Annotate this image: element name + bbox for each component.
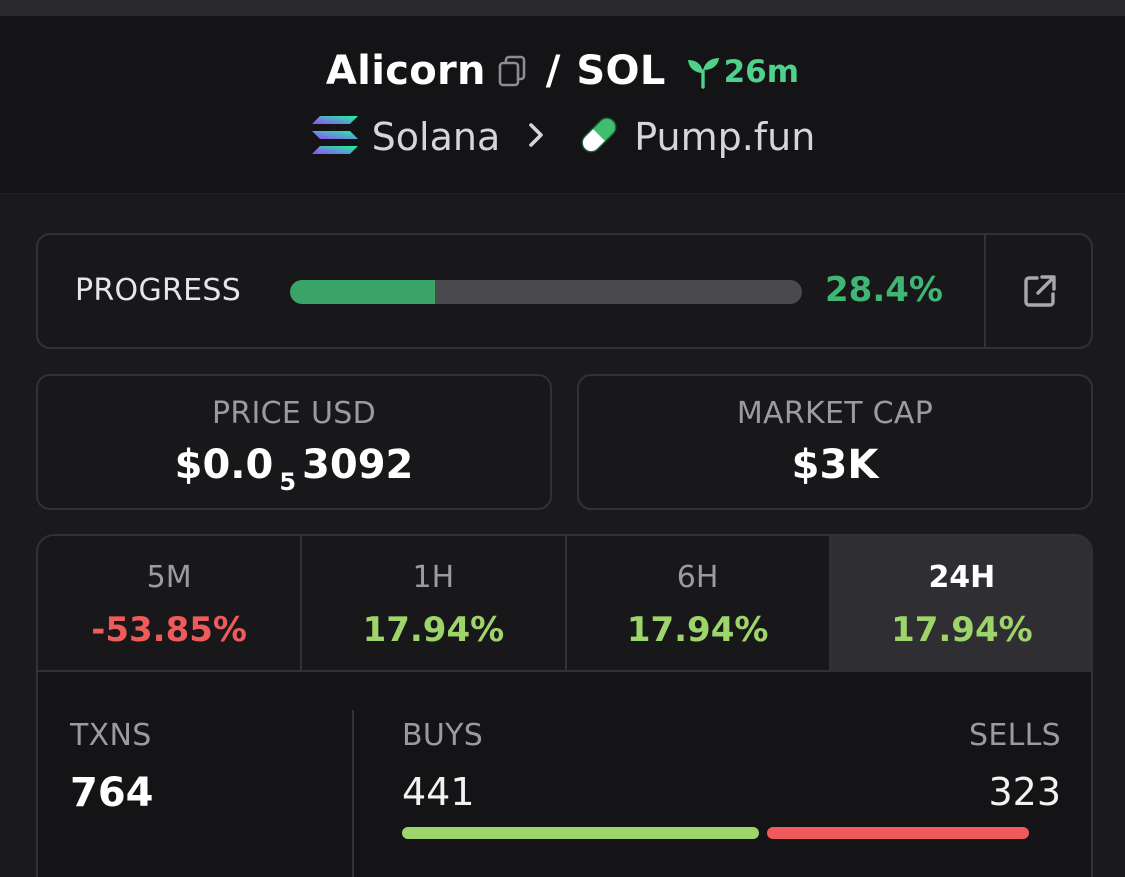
price-change: 17.94%	[362, 610, 505, 650]
tab-1h[interactable]: 1H 17.94%	[302, 536, 567, 672]
token-name[interactable]: Alicorn	[325, 48, 486, 94]
chain-breadcrumb: Solana Pump.fun	[0, 110, 1125, 164]
sprout-icon	[666, 49, 724, 93]
chevron-right-icon	[500, 118, 576, 156]
timeframe-tabs: 5M -53.85% 1H 17.94% 6H 17.94% 24H 17.94…	[38, 536, 1091, 672]
market-cap-value: $3K	[791, 442, 879, 488]
buys-label: BUYS	[402, 718, 484, 753]
transactions-section: TXNS 764 BUYS SELLS 441 323	[38, 672, 1091, 877]
copy-icon[interactable]	[486, 50, 546, 92]
tab-label: 1H	[412, 560, 455, 595]
price-zero-count: 5	[279, 468, 297, 496]
pill-icon	[576, 112, 634, 162]
price-usd-label: PRICE USD	[211, 396, 377, 431]
tab-24h[interactable]: 24H 17.94%	[830, 536, 1091, 672]
progress-percent: 28.4%	[825, 270, 943, 310]
tab-5m[interactable]: 5M -53.85%	[38, 536, 303, 672]
sells-count: 323	[988, 770, 1061, 814]
external-link-icon	[1023, 275, 1056, 307]
open-external-button[interactable]	[986, 235, 1093, 347]
solana-logo-icon	[310, 113, 372, 161]
top-edge-strip	[0, 0, 1125, 16]
tab-6h[interactable]: 6H 17.94%	[566, 536, 831, 672]
buys-ratio-bar	[402, 827, 759, 839]
txns-total: 764	[70, 770, 154, 816]
dex-link[interactable]: Pump.fun	[634, 115, 816, 159]
pair-separator: /	[545, 48, 561, 94]
price-change: 17.94%	[626, 610, 769, 650]
txns-label: TXNS	[70, 718, 152, 753]
timeframe-panel: 5M -53.85% 1H 17.94% 6H 17.94% 24H 17.94…	[36, 534, 1093, 877]
pair-header: Alicorn / SOL 26m	[0, 16, 1125, 194]
progress-bar-fill	[290, 280, 436, 304]
price-change: 17.94%	[891, 610, 1033, 650]
pair-age: 26m	[723, 54, 800, 90]
quote-token-name: SOL	[576, 48, 666, 94]
pair-title-row: Alicorn / SOL 26m	[0, 46, 1125, 96]
tab-label: 5M	[146, 560, 192, 595]
price-change: -53.85%	[91, 610, 247, 650]
market-cap-card: MARKET CAP $3K	[577, 374, 1093, 510]
price-digits: 3092	[302, 442, 414, 488]
chain-link[interactable]: Solana	[371, 115, 501, 159]
sells-ratio-bar	[767, 827, 1029, 839]
buys-count: 441	[402, 770, 475, 814]
progress-bar	[290, 280, 802, 304]
price-prefix: $0.0	[174, 442, 274, 488]
bonding-progress-card: PROGRESS 28.4%	[36, 233, 1093, 349]
tab-label: 24H	[928, 560, 996, 595]
price-usd-value: $0.0 5 3092	[38, 442, 550, 496]
tab-label: 6H	[676, 560, 719, 595]
card-divider	[984, 235, 986, 347]
market-cap-label: MARKET CAP	[736, 396, 934, 431]
section-divider	[352, 710, 354, 877]
sells-label: SELLS	[969, 718, 1061, 753]
price-usd-card: PRICE USD $0.0 5 3092	[36, 374, 552, 510]
progress-label: PROGRESS	[75, 273, 242, 308]
